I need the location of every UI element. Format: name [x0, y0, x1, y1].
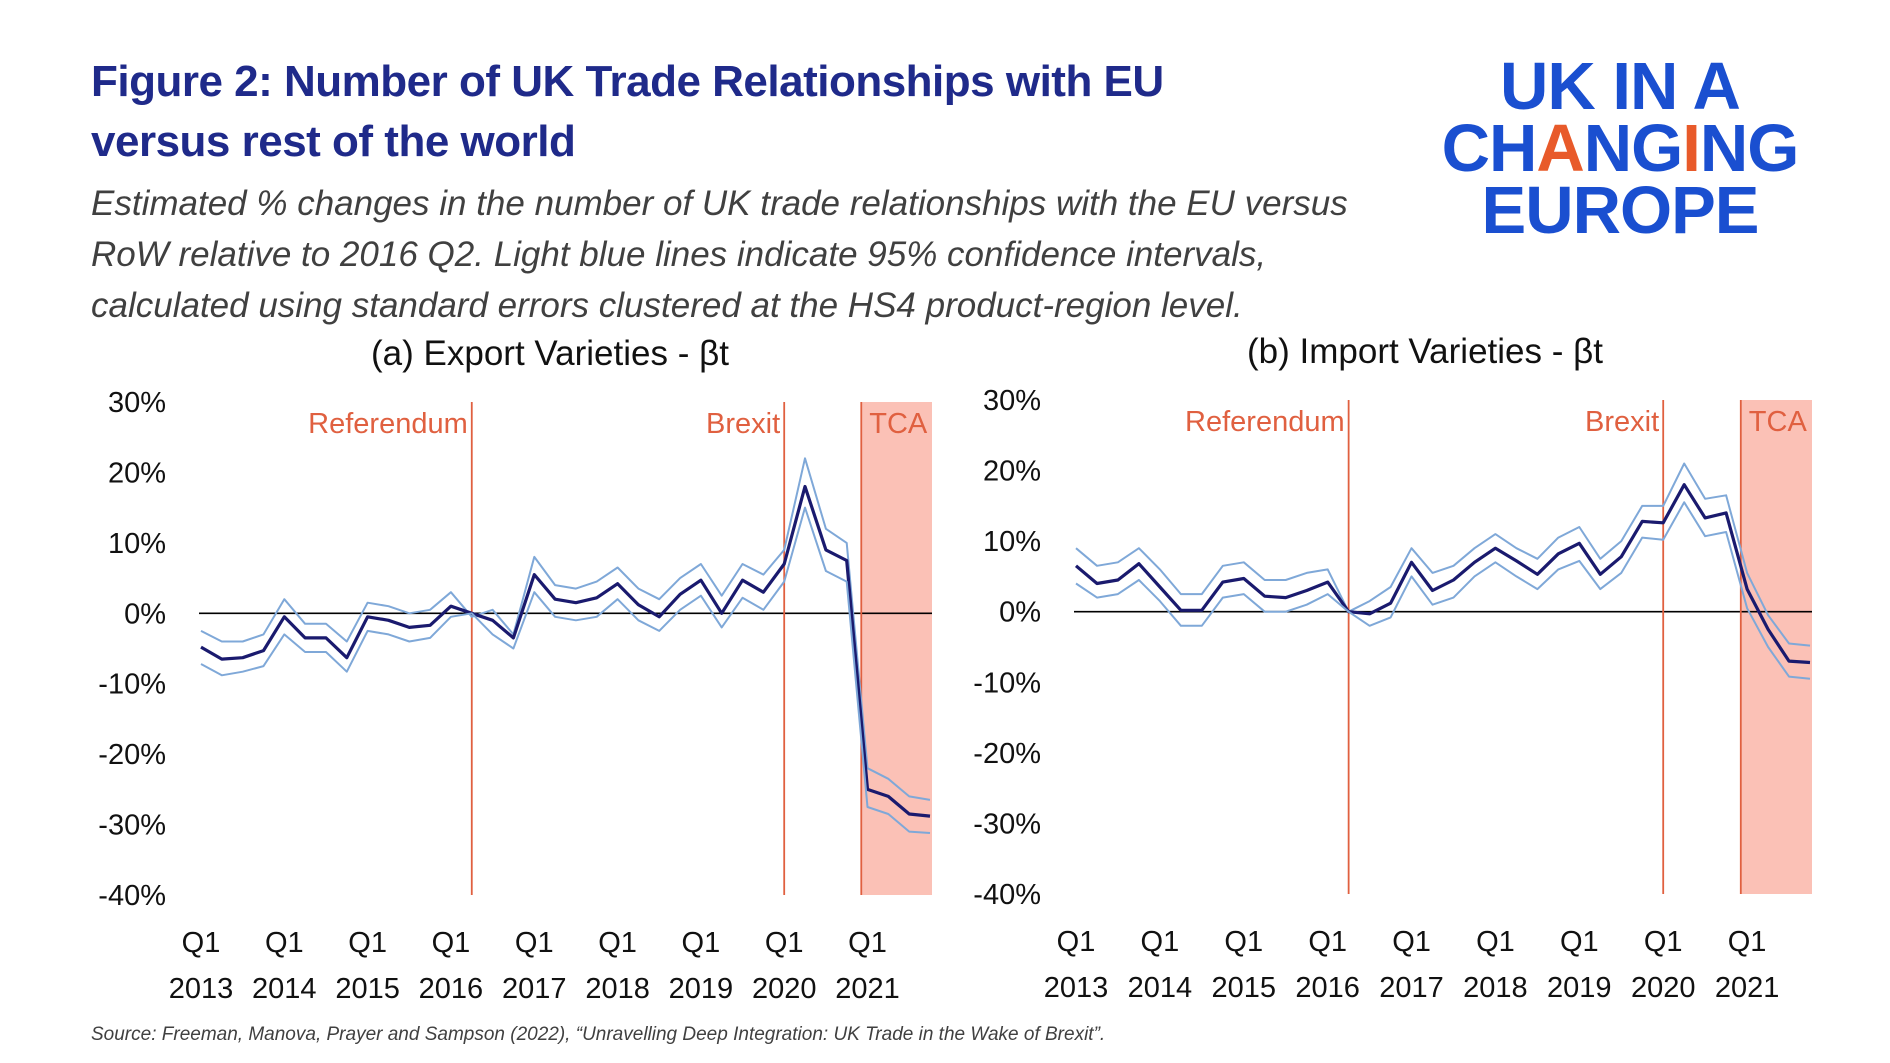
event-label-referendum: Referendum: [308, 408, 468, 440]
x-tick-label-quarter: Q1: [848, 927, 887, 959]
y-tick-label: -30%: [98, 810, 166, 842]
x-tick-label-quarter: Q1: [1308, 926, 1347, 958]
x-tick-label-year: 2015: [1212, 972, 1277, 1004]
series-lower-ci: [1075, 501, 1811, 680]
y-tick-label: 20%: [983, 456, 1041, 488]
x-tick-label-year: 2016: [419, 973, 484, 1005]
logo-line-3: EUROPE: [1481, 173, 1760, 248]
y-tick-label: -20%: [98, 739, 166, 771]
y-tick-label: 30%: [108, 387, 166, 419]
y-tick-label: -30%: [973, 808, 1041, 840]
x-tick-label-year: 2018: [585, 973, 650, 1005]
x-tick-label-year: 2017: [502, 973, 567, 1005]
y-tick-label: 20%: [108, 457, 166, 489]
x-tick-label-year: 2018: [1463, 972, 1528, 1004]
x-tick-label-quarter: Q1: [1560, 926, 1599, 958]
logo-line-1: UK IN A: [1500, 49, 1741, 124]
series-estimate: [200, 484, 931, 818]
y-tick-label: -10%: [973, 667, 1041, 699]
figure-subtitle: Estimated % changes in the number of UK …: [91, 184, 1348, 325]
panel-title: (a) Export Varieties - βt: [371, 334, 729, 373]
x-tick-label-quarter: Q1: [1392, 926, 1431, 958]
x-tick-label-quarter: Q1: [1728, 926, 1767, 958]
event-label-brexit: Brexit: [706, 408, 780, 440]
event-label-brexit: Brexit: [1585, 406, 1659, 438]
x-tick-label-year: 2020: [1631, 972, 1696, 1004]
x-tick-label-quarter: Q1: [1057, 926, 1096, 958]
x-tick-label-quarter: Q1: [682, 927, 721, 959]
panel-title: (b) Import Varieties - βt: [1247, 332, 1603, 371]
y-tick-label: 0%: [999, 597, 1041, 629]
charts-area: (a) Export Varieties - βt 30% 20% 10% 0% -10%…: [98, 332, 1812, 1005]
source-note: Source: Freeman, Manova, Prayer and Samp…: [91, 1024, 1106, 1045]
tca-shaded-region: [1740, 400, 1812, 894]
x-tick-label-year: 2015: [335, 973, 400, 1005]
y-tick-label: -20%: [973, 738, 1041, 770]
y-tick-label: 10%: [983, 526, 1041, 558]
x-tick-label-quarter: Q1: [348, 927, 387, 959]
series-upper-ci: [1075, 462, 1811, 647]
uk-in-a-changing-europe-logo: UK IN A CHANGING EUROPE: [1400, 49, 1840, 248]
series-lower-ci: [200, 506, 931, 834]
event-label-tca: TCA: [869, 408, 928, 440]
x-tick-label-year: 2019: [1547, 972, 1612, 1004]
chart-panel-imports: (b) Import Varieties - βt 30% 20% 10% 0% -10%…: [973, 332, 1812, 1004]
x-tick-label-year: 2014: [252, 973, 317, 1005]
x-tick-label-quarter: Q1: [265, 927, 304, 959]
series-upper-ci: [200, 457, 931, 801]
x-tick-label-year: 2020: [752, 973, 817, 1005]
y-tick-label: -10%: [98, 669, 166, 701]
y-tick-label: -40%: [973, 879, 1041, 911]
x-tick-label-year: 2013: [1044, 972, 1109, 1004]
chart-panel-exports: (a) Export Varieties - βt 30% 20% 10% 0% -10%…: [98, 334, 932, 1005]
figure-title: Figure 2: Number of UK Trade Relationshi…: [91, 57, 1164, 166]
x-tick-label-quarter: Q1: [1476, 926, 1515, 958]
event-label-referendum: Referendum: [1185, 406, 1345, 438]
y-tick-label: -40%: [98, 880, 166, 912]
tca-shaded-region: [861, 402, 932, 895]
x-tick-label-quarter: Q1: [765, 927, 804, 959]
x-tick-label-quarter: Q1: [1644, 926, 1683, 958]
x-tick-label-year: 2014: [1128, 972, 1193, 1004]
x-tick-label-year: 2021: [1715, 972, 1780, 1004]
series-estimate: [1074, 483, 1811, 665]
y-tick-label: 30%: [983, 385, 1041, 417]
x-tick-label-quarter: Q1: [432, 927, 471, 959]
x-tick-label-year: 2019: [669, 973, 734, 1005]
logo-line-2: CHANGING: [1441, 111, 1800, 186]
x-tick-label-quarter: Q1: [182, 927, 221, 959]
x-tick-label-quarter: Q1: [598, 927, 637, 959]
x-tick-label-year: 2016: [1295, 972, 1360, 1004]
event-label-tca: TCA: [1749, 406, 1808, 438]
y-tick-label: 0%: [124, 598, 166, 630]
y-tick-label: 10%: [108, 528, 166, 560]
x-tick-label-quarter: Q1: [1224, 926, 1263, 958]
x-tick-label-quarter: Q1: [1141, 926, 1180, 958]
x-tick-label-quarter: Q1: [515, 927, 554, 959]
x-tick-label-year: 2013: [169, 973, 234, 1005]
x-tick-label-year: 2021: [835, 973, 900, 1005]
x-tick-label-year: 2017: [1379, 972, 1444, 1004]
